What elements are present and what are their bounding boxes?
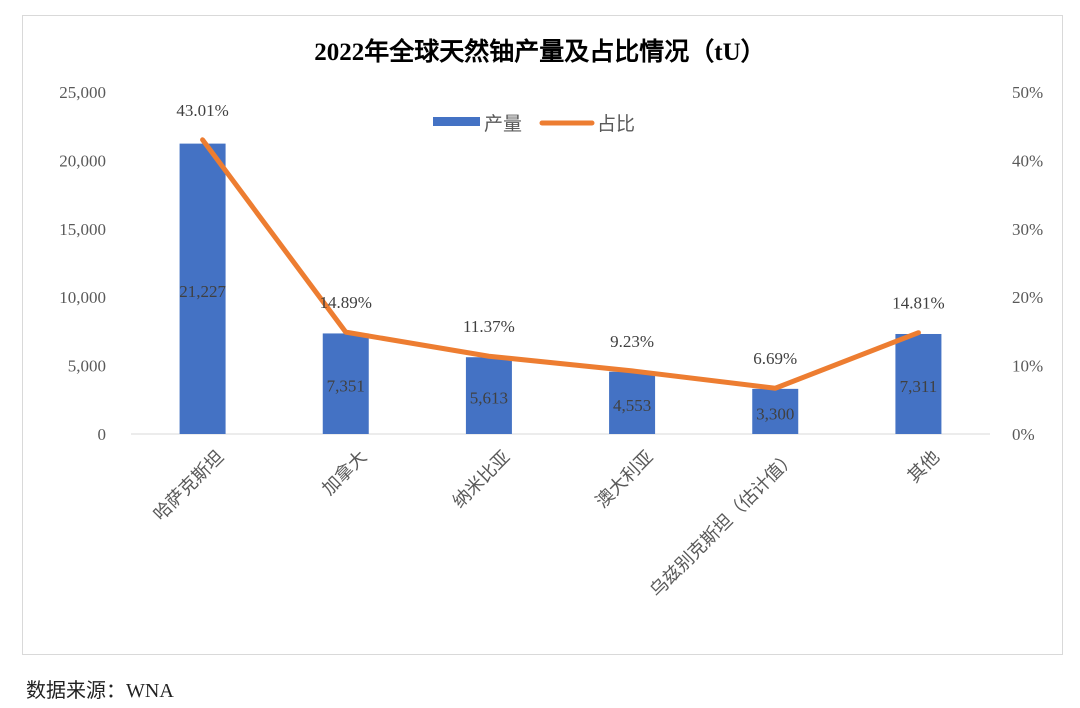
category-label: 纳米比亚	[449, 447, 514, 512]
y-left-tick-label: 5,000	[68, 357, 106, 376]
y-right-tick-label: 20%	[1012, 288, 1043, 307]
share-value-label: 14.81%	[892, 294, 944, 313]
share-value-label: 43.01%	[176, 101, 228, 120]
bar-value-label: 4,553	[613, 396, 651, 415]
category-label: 其他	[904, 447, 944, 487]
bar-3	[609, 371, 656, 434]
category-label: 哈萨克斯坦	[150, 447, 228, 525]
share-value-label: 9.23%	[610, 332, 654, 351]
source-note: 数据来源：WNA	[26, 680, 174, 702]
y-right-tick-label: 40%	[1012, 151, 1043, 170]
bar-value-label: 3,300	[756, 404, 794, 423]
bar-value-label: 5,613	[470, 389, 508, 408]
legend-line-label: 占比	[597, 113, 635, 135]
share-value-label: 14.89%	[320, 293, 372, 312]
bar-value-label: 7,351	[327, 377, 365, 396]
chart-frame	[22, 15, 1063, 655]
share-line	[200, 137, 921, 391]
bar-value-label: 21,227	[179, 282, 226, 301]
bar-2	[465, 357, 512, 434]
category-label: 乌兹别克斯坦（估计值）	[646, 447, 800, 601]
bar-4	[752, 388, 799, 434]
y-left-tick-label: 15,000	[59, 220, 106, 239]
bar-1	[322, 333, 369, 434]
legend-bar-label: 产量	[484, 113, 522, 135]
bar-5	[895, 333, 942, 434]
bar-value-label: 7,311	[900, 377, 938, 396]
bar-0	[179, 143, 226, 435]
y-right-tick-label: 50%	[1012, 83, 1043, 102]
y-left-tick-label: 10,000	[59, 288, 106, 307]
legend-bar-swatch	[433, 117, 480, 126]
y-left-tick-label: 20,000	[59, 151, 106, 170]
share-value-label: 11.37%	[463, 317, 515, 336]
category-label: 加拿大	[318, 446, 371, 499]
y-right-tick-label: 10%	[1012, 357, 1043, 376]
y-right-tick-label: 0%	[1012, 425, 1035, 444]
y-left-tick-label: 25,000	[59, 83, 106, 102]
share-value-label: 6.69%	[753, 349, 797, 368]
y-right-tick-label: 30%	[1012, 220, 1043, 239]
chart-title: 2022年全球天然铀产量及占比情况（tU）	[314, 37, 765, 66]
category-label: 澳大利亚	[592, 447, 657, 512]
y-left-tick-label: 0	[98, 425, 107, 444]
